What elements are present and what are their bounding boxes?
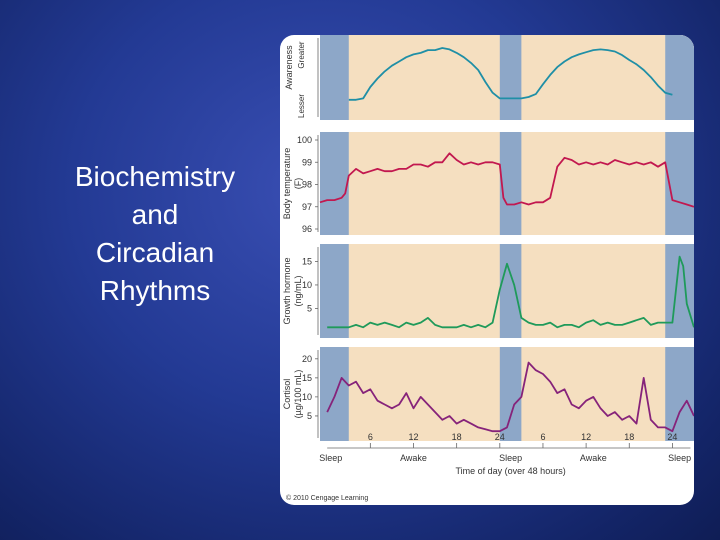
y-tick-label: 5 <box>307 411 312 421</box>
title-line: and <box>131 199 179 230</box>
circadian-figure: Awareness Greater Lesser 100 99 98 97 96 Body te… <box>280 35 694 505</box>
x-tick-label: 12 <box>408 432 418 442</box>
y-tick-label: 10 <box>302 392 312 402</box>
y-tick-label: 20 <box>302 354 312 364</box>
x-phase-label: Sleep <box>319 453 342 463</box>
y-tick-label: 15 <box>302 256 312 266</box>
sleep-band <box>320 244 349 338</box>
title-line: Circadian <box>95 237 215 268</box>
y-axis-word-greater: Greater <box>297 41 306 68</box>
y-tick-label: 98 <box>302 180 312 190</box>
y-axis-label: Awareness <box>284 45 294 90</box>
credit-text: © 2010 Cengage Learning <box>286 494 368 502</box>
y-axis-unit: (ng/mL) <box>293 275 303 306</box>
x-phase-label: Sleep <box>499 453 522 463</box>
y-axis-label: Cortisol <box>282 379 292 410</box>
x-tick-label: 6 <box>540 432 545 442</box>
y-tick-label: 5 <box>307 303 312 313</box>
x-tick-label: 18 <box>452 432 462 442</box>
sleep-band <box>499 132 522 235</box>
y-axis-label: Growth hormone <box>282 257 292 324</box>
body_temperature-line <box>319 152 694 208</box>
y-tick-label: 10 <box>302 280 312 290</box>
circadian-chart-svg: Awareness Greater Lesser 100 99 98 97 96 Body te… <box>282 35 694 502</box>
sleep-band <box>320 35 349 120</box>
x-tick-label: 12 <box>581 432 591 442</box>
sleep-band <box>665 347 694 441</box>
y-tick-label: 15 <box>302 373 312 383</box>
sleep-band <box>499 347 522 441</box>
x-phase-label: Awake <box>400 453 427 463</box>
y-axis-word-lesser: Lesser <box>297 94 306 118</box>
x-phase-label: Awake <box>580 453 607 463</box>
title-line: Rhythms <box>99 275 211 306</box>
sleep-band <box>499 244 522 338</box>
x-phase-label: Sleep <box>668 453 691 463</box>
cortisol-line <box>326 361 694 433</box>
sleep-band <box>320 347 349 441</box>
y-axis-unit: (F) <box>293 178 303 190</box>
sleep-band <box>320 132 349 235</box>
y-tick-label: 96 <box>302 224 312 234</box>
growth_hormone-line <box>327 255 694 329</box>
y-tick-label: 99 <box>302 157 312 167</box>
y-tick-label: 100 <box>297 135 312 145</box>
x-tick-label: 24 <box>667 432 677 442</box>
y-axis-label: Body temperature <box>282 148 292 220</box>
awareness-line <box>348 47 673 101</box>
y-tick-label: 97 <box>302 202 312 212</box>
slide-title: Biochemistry and Circadian Rhythms <box>40 158 270 310</box>
x-tick-label: 18 <box>624 432 634 442</box>
x-tick-label: 24 <box>495 432 505 442</box>
y-axis-unit: (µg/100 mL) <box>293 370 303 419</box>
title-line: Biochemistry <box>74 161 236 192</box>
sleep-band <box>499 35 522 120</box>
sleep-band <box>665 35 694 120</box>
x-axis-label: Time of day (over 48 hours) <box>455 466 565 476</box>
x-tick-label: 6 <box>368 432 373 442</box>
